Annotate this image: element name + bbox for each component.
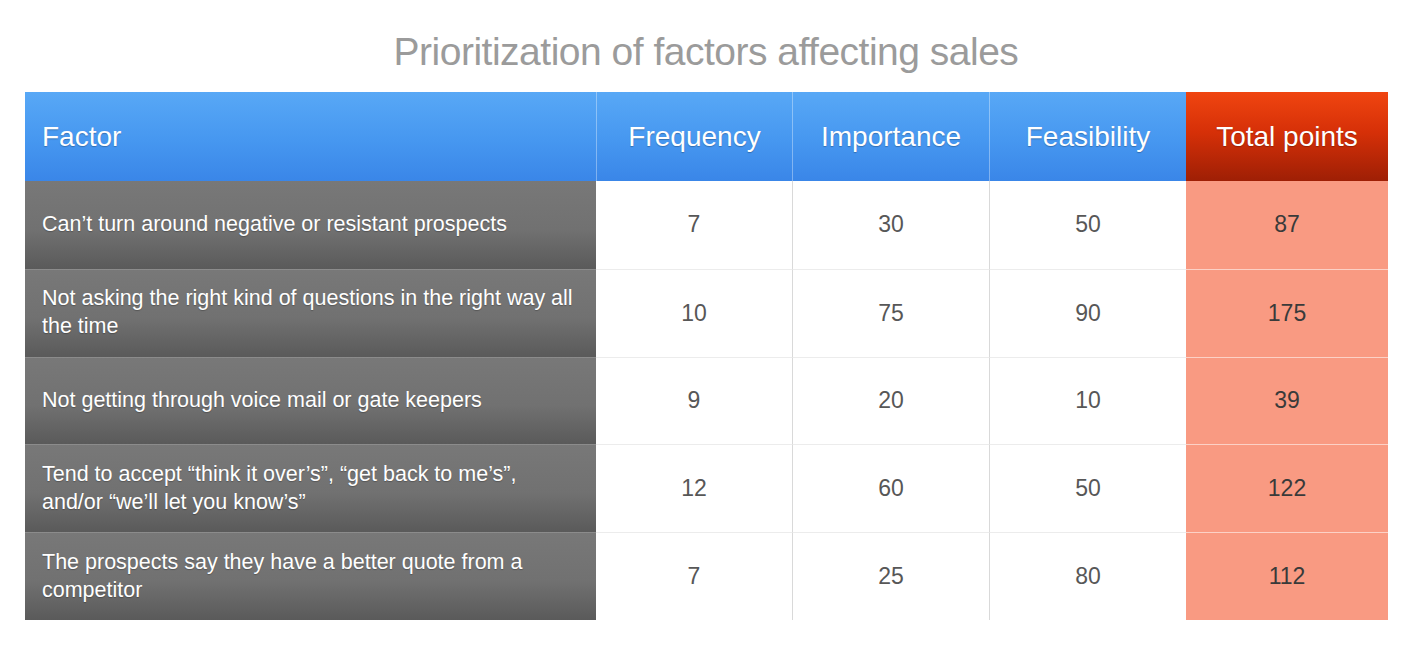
table-cell-frequency: 12 [596,444,792,532]
table-cell-importance: 20 [792,357,989,445]
page: Prioritization of factors affecting sale… [0,0,1412,645]
table-row-factor: Can’t turn around negative or resistant … [25,181,596,269]
table-cell-feasibility: 80 [989,532,1186,620]
table-cell-feasibility: 90 [989,269,1186,357]
table-cell-importance: 25 [792,532,989,620]
table-cell-total: 112 [1186,532,1388,620]
prioritization-table: Factor Frequency Importance Feasibility … [25,92,1388,620]
table-cell-feasibility: 50 [989,181,1186,269]
table-cell-importance: 60 [792,444,989,532]
table-cell-frequency: 10 [596,269,792,357]
table-cell-feasibility: 50 [989,444,1186,532]
table-cell-importance: 75 [792,269,989,357]
page-title: Prioritization of factors affecting sale… [0,30,1412,74]
column-header-frequency: Frequency [596,92,792,181]
table-cell-total: 122 [1186,444,1388,532]
table-cell-frequency: 7 [596,532,792,620]
table-cell-total: 39 [1186,357,1388,445]
table-cell-total: 175 [1186,269,1388,357]
column-header-total-points: Total points [1186,92,1388,181]
column-header-importance: Importance [792,92,989,181]
table-cell-total: 87 [1186,181,1388,269]
table-cell-feasibility: 10 [989,357,1186,445]
table-cell-frequency: 7 [596,181,792,269]
column-header-factor: Factor [25,92,596,181]
table-row-factor: Not getting through voice mail or gate k… [25,357,596,445]
table-row-factor: Not asking the right kind of questions i… [25,269,596,357]
table-cell-importance: 30 [792,181,989,269]
table-cell-frequency: 9 [596,357,792,445]
table-row-factor: Tend to accept “think it over’s”, “get b… [25,444,596,532]
column-header-feasibility: Feasibility [989,92,1186,181]
table-row-factor: The prospects say they have a better quo… [25,532,596,620]
